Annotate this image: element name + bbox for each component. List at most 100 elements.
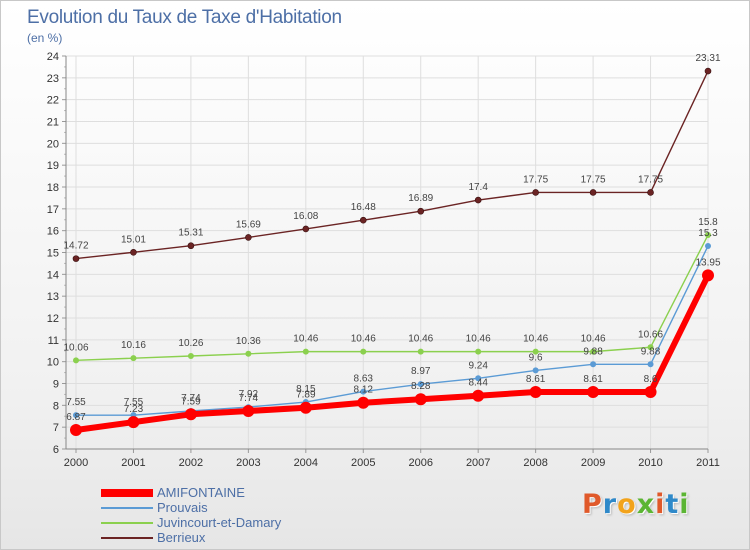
x-tick-label: 2009 xyxy=(581,457,605,469)
x-tick-label: 2006 xyxy=(408,457,432,469)
data-label-3: 17.4 xyxy=(468,182,488,193)
data-point-1 xyxy=(475,375,482,382)
data-label-1: 8.63 xyxy=(354,374,374,385)
data-label-2: 10.46 xyxy=(466,334,491,345)
y-tick-label: 19 xyxy=(47,160,59,172)
data-label-1: 7.55 xyxy=(66,397,86,408)
data-point-2 xyxy=(245,350,252,357)
data-point-1 xyxy=(647,361,654,368)
data-label-1: 9.88 xyxy=(641,346,661,357)
series-line-2 xyxy=(75,234,709,362)
data-label-3: 16.89 xyxy=(408,193,433,204)
legend-label-prouvais: Prouvais xyxy=(157,500,208,515)
data-label-0: 13.95 xyxy=(695,257,720,268)
legend-swatch-berrieux xyxy=(101,537,153,539)
data-label-3: 15.01 xyxy=(121,234,146,245)
data-point-2 xyxy=(475,348,482,355)
data-point-3 xyxy=(417,207,425,215)
data-label-1: 8.97 xyxy=(411,366,431,377)
y-tick-label: 14 xyxy=(47,269,59,281)
y-tick-label: 21 xyxy=(47,117,59,129)
data-point-3 xyxy=(474,196,482,204)
data-label-1: 8.15 xyxy=(296,384,316,395)
y-tick-label: 23 xyxy=(47,73,59,85)
data-label-1: 9.24 xyxy=(468,360,488,371)
data-label-1: 15.3 xyxy=(698,228,718,239)
data-point-2 xyxy=(130,355,137,362)
legend-swatch-prouvais xyxy=(101,507,153,509)
data-label-1: 7.92 xyxy=(239,389,259,400)
data-label-0: 8.61 xyxy=(526,374,546,385)
data-label-1: 9.88 xyxy=(583,346,603,357)
data-point-2 xyxy=(647,344,654,351)
data-point-2 xyxy=(302,348,309,355)
legend-label-amifontaine: AMIFONTAINE xyxy=(157,485,245,500)
x-tick-label: 2010 xyxy=(638,457,662,469)
x-tick-label: 2011 xyxy=(696,457,720,469)
logo-letter: i xyxy=(679,489,690,520)
data-label-2: 10.06 xyxy=(63,342,88,353)
y-tick-label: 10 xyxy=(47,357,59,369)
y-tick-label: 17 xyxy=(47,204,59,216)
data-label-3: 16.48 xyxy=(351,202,376,213)
data-label-0: 7.74 xyxy=(239,393,259,404)
legend-swatch-juvincourt xyxy=(101,522,153,524)
proxiti-logo: Proxiti xyxy=(582,489,690,520)
data-label-0: 8.6 xyxy=(644,374,658,385)
y-tick-label: 6 xyxy=(53,444,59,456)
logo-letter: i xyxy=(655,489,666,520)
legend-swatch-amifontaine xyxy=(101,489,153,497)
data-point-3 xyxy=(532,189,539,196)
data-label-2: 10.36 xyxy=(236,336,261,347)
data-point-0 xyxy=(127,416,140,429)
y-tick-label: 8 xyxy=(53,400,59,412)
y-tick-label: 9 xyxy=(53,379,59,391)
data-label-2: 10.26 xyxy=(178,338,203,349)
x-tick-label: 2008 xyxy=(523,457,547,469)
legend-label-juvincourt: Juvincourt-et-Damary xyxy=(157,515,282,530)
data-label-0: 8.28 xyxy=(411,381,431,392)
data-point-0 xyxy=(644,386,657,399)
data-label-1: 9.6 xyxy=(529,352,543,363)
logo-letter: P xyxy=(582,489,603,520)
x-tick-label: 2003 xyxy=(236,457,260,469)
data-point-0 xyxy=(472,389,485,402)
data-point-2 xyxy=(705,232,711,239)
y-tick-label: 24 xyxy=(47,51,59,63)
data-point-0 xyxy=(299,401,312,414)
data-label-0: 6.87 xyxy=(66,412,86,423)
data-point-1 xyxy=(705,242,711,249)
x-tick-label: 2004 xyxy=(294,457,318,469)
data-label-3: 23.31 xyxy=(695,53,720,64)
y-tick-label: 7 xyxy=(53,422,59,434)
data-label-2: 10.46 xyxy=(523,334,548,345)
data-point-0 xyxy=(357,396,370,409)
data-label-0: 7.23 xyxy=(124,404,144,415)
y-tick-label: 13 xyxy=(47,291,59,303)
data-point-2 xyxy=(360,348,367,355)
data-point-0 xyxy=(702,269,714,282)
chart-title: Evolution du Taux de Taxe d'Habitation xyxy=(27,7,342,28)
data-label-3: 15.69 xyxy=(236,219,261,230)
y-tick-label: 22 xyxy=(47,95,59,107)
data-point-3 xyxy=(359,216,367,224)
data-label-0: 7.59 xyxy=(181,396,201,407)
data-point-1 xyxy=(73,412,79,419)
data-label-2: 10.46 xyxy=(408,334,433,345)
data-point-2 xyxy=(590,348,597,355)
series-line-0 xyxy=(75,274,711,433)
y-tick-label: 18 xyxy=(47,182,59,194)
data-label-0: 7.89 xyxy=(296,390,316,401)
data-point-2 xyxy=(187,352,194,359)
data-point-0 xyxy=(184,408,197,421)
data-label-2: 10.16 xyxy=(121,340,146,351)
data-label-2: 10.46 xyxy=(351,334,376,345)
data-label-3: 17.75 xyxy=(638,174,663,185)
legend-label-berrieux: Berrieux xyxy=(157,530,206,545)
data-point-1 xyxy=(532,367,539,374)
data-point-3 xyxy=(647,189,654,196)
data-label-2: 10.66 xyxy=(638,329,663,340)
data-point-0 xyxy=(242,405,255,418)
